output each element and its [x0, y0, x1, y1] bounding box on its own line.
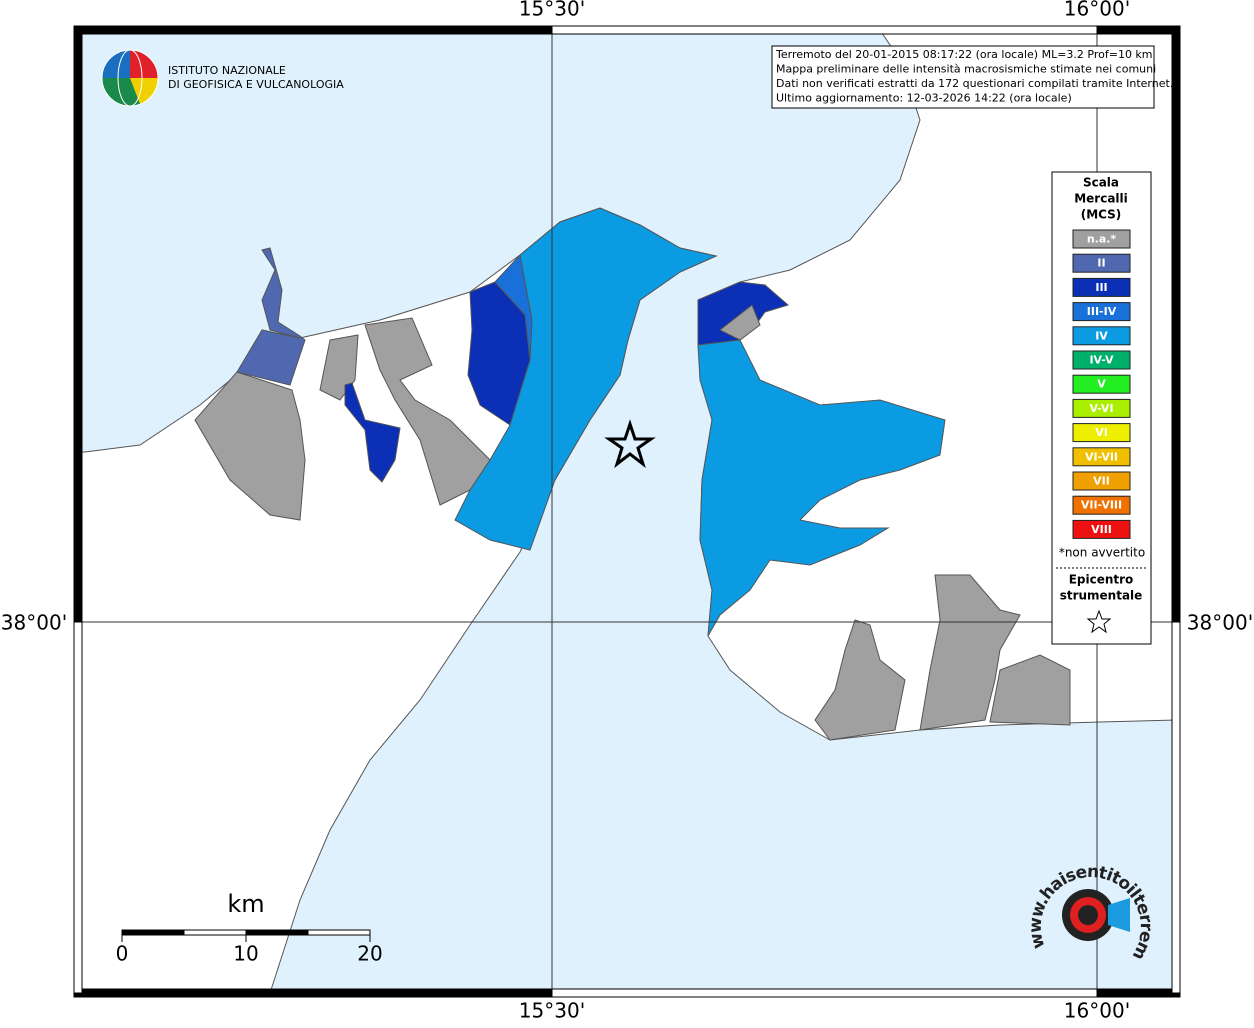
ingv-name: DI GEOFISICA E VULCANOLOGIA — [168, 78, 344, 91]
scale-bar: km 0 10 20 — [116, 890, 383, 966]
legend-title: Scala — [1083, 176, 1119, 190]
scale-segment — [183, 929, 247, 936]
legend-label: IV — [1095, 329, 1108, 342]
legend-label: VII-VIII — [1081, 499, 1122, 512]
lat-label: 38°00' — [1, 611, 67, 635]
legend-swatch — [1072, 326, 1131, 346]
legend-swatch — [1072, 302, 1131, 322]
legend-title: Mercalli — [1074, 192, 1128, 206]
scale-segment — [245, 929, 309, 936]
scale-unit: km — [227, 890, 264, 918]
info-line: Terremoto del 20-01-2015 08:17:22 (ora l… — [775, 48, 1153, 61]
legend-swatch — [1072, 495, 1131, 515]
region-iii — [344, 382, 401, 483]
legend-label: III-IV — [1087, 305, 1117, 318]
info-text: Terremoto del 20-01-2015 08:17:22 (ora l… — [775, 48, 1173, 105]
legend-swatch — [1072, 350, 1131, 370]
frame-bar — [1096, 988, 1181, 998]
globe-part — [102, 50, 130, 78]
info-box — [771, 45, 1155, 109]
region-na — [989, 654, 1071, 726]
legend-title: (MCS) — [1081, 208, 1122, 222]
frame-bar — [1171, 621, 1181, 994]
lon-label: 15°30' — [519, 0, 585, 21]
scale-segment — [121, 929, 185, 936]
legend-epicenter: strumentale — [1060, 589, 1143, 603]
legend-label: VIII — [1091, 523, 1112, 536]
legend-label: VI — [1095, 426, 1108, 439]
globe-part — [130, 50, 158, 78]
legend-label: VII — [1093, 475, 1110, 488]
legend-label: III — [1095, 281, 1107, 294]
logo-ring — [1078, 905, 1098, 925]
frame-bar — [73, 29, 83, 623]
info-line: Mappa preliminare delle intensità macros… — [776, 63, 1156, 76]
frame-bar — [73, 25, 553, 35]
frame-bar — [551, 25, 1098, 35]
legend-label: V-VI — [1089, 402, 1113, 415]
lat-label: 38°00' — [1187, 611, 1253, 635]
legend-label: IV-V — [1089, 354, 1114, 367]
legend-swatch — [1072, 423, 1131, 443]
region-na — [814, 619, 906, 741]
scale-tick-label: 0 — [116, 942, 129, 966]
legend-swatch — [1072, 519, 1131, 539]
region-iv — [454, 207, 718, 551]
frame-bar — [551, 988, 1098, 998]
region-na — [194, 371, 306, 521]
legend-label: VI-VII — [1085, 450, 1118, 463]
legend: ScalaMercalli(MCS)n.a.*IIIIIIII-IVIVIV-V… — [1059, 176, 1145, 603]
scale-tick-label: 10 — [233, 942, 258, 966]
region-iv — [697, 339, 946, 637]
legend-swatch — [1072, 277, 1131, 297]
lon-label: 16°00' — [1064, 0, 1130, 21]
lon-label: 16°00' — [1064, 999, 1130, 1023]
legend-swatch — [1072, 229, 1131, 249]
globe-grid — [117, 49, 143, 107]
legend-star — [1086, 609, 1112, 634]
legend-swatch — [1072, 447, 1131, 467]
epicenter — [604, 419, 656, 469]
frame — [73, 25, 1181, 998]
region-ii — [236, 247, 306, 386]
frame-bar — [73, 621, 83, 994]
region-na — [719, 304, 761, 341]
legend-swatch — [1072, 398, 1131, 418]
ingv-name: ISTITUTO NAZIONALE — [168, 64, 286, 77]
info-line: Dati non verificati estratti da 172 ques… — [776, 77, 1173, 90]
globe-part — [130, 78, 158, 104]
scale-segment — [307, 929, 371, 936]
legend-swatch — [1072, 253, 1131, 273]
logo-horn — [1108, 898, 1130, 932]
frame-bar — [1171, 29, 1181, 623]
ingv-logo: ISTITUTO NAZIONALE DI GEOFISICA E VULCAN… — [101, 49, 344, 107]
legend-label: n.a.* — [1087, 233, 1117, 246]
lon-label: 15°30' — [519, 999, 585, 1023]
legend-note: *non avvertito — [1059, 546, 1145, 560]
legend-label: V — [1097, 378, 1106, 391]
legend-epicenter: Epicentro — [1069, 573, 1134, 587]
scale-tick-label: 20 — [357, 942, 382, 966]
frame-bar — [1096, 25, 1181, 35]
legend-swatch — [1072, 374, 1131, 394]
region-na — [919, 574, 1021, 731]
frame-bar — [73, 988, 553, 998]
legend-label: II — [1097, 257, 1105, 270]
info-line: Ultimo aggiornamento: 12-03-2026 14:22 (… — [776, 92, 1072, 105]
legend-swatch — [1072, 471, 1131, 491]
